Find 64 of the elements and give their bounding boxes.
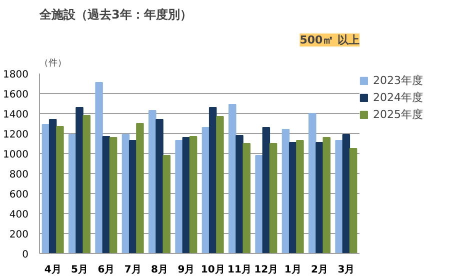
x-tick-label: 1月	[284, 264, 302, 276]
y-tick-label: 600	[9, 190, 29, 200]
bar	[208, 107, 217, 254]
y-tick-label: 200	[9, 230, 29, 240]
bar	[262, 127, 270, 254]
bar	[216, 116, 224, 254]
bar	[109, 137, 118, 254]
x-tick-label: 6月	[98, 264, 115, 276]
bar	[349, 148, 358, 254]
bar	[189, 136, 198, 254]
y-tick-label: 400	[9, 210, 29, 220]
bar	[95, 82, 103, 254]
legend-label: 2025年度	[373, 107, 423, 122]
x-tick-label: 10月	[200, 264, 225, 276]
bar	[156, 119, 164, 254]
y-tick-label: 800	[9, 170, 29, 180]
bar	[202, 127, 210, 254]
x-tick-label: 4月	[44, 264, 62, 276]
bar	[269, 143, 278, 254]
bar	[242, 143, 250, 254]
x-tick-label: 11月	[228, 264, 252, 276]
legend-label: 2023年度	[373, 73, 423, 88]
y-tick-label: 0	[22, 250, 29, 260]
x-tick-label: 9月	[178, 264, 195, 276]
bar	[76, 107, 84, 254]
bar	[102, 136, 110, 254]
y-tick-label: 1800	[3, 70, 29, 80]
y-tick-label: 1600	[3, 90, 29, 100]
y-tick-label: 1200	[3, 130, 29, 140]
bar	[288, 142, 297, 254]
bar	[182, 137, 190, 254]
y-axis-title: （件）	[40, 58, 66, 68]
x-tick-label: 5月	[71, 264, 88, 276]
bar	[255, 155, 263, 254]
chart-title: 全施設（過去3年：年度別）	[38, 8, 192, 22]
bar	[56, 126, 64, 254]
bar	[122, 134, 130, 254]
x-tick-label: 8月	[151, 264, 168, 276]
chart-subtitle: 500㎡ 以上	[300, 34, 360, 46]
x-tick-label: 12月	[254, 264, 278, 276]
bar	[42, 124, 50, 254]
x-tick-label: 2月	[311, 264, 328, 276]
bar	[296, 140, 304, 254]
bar	[228, 104, 236, 254]
bar	[308, 113, 316, 254]
bar	[282, 129, 290, 254]
bar	[162, 155, 170, 254]
y-tick-label: 1400	[3, 110, 29, 120]
bar	[322, 137, 330, 254]
x-tick-label: 7月	[124, 264, 142, 276]
bar	[316, 142, 324, 254]
bar	[236, 135, 244, 254]
bar	[342, 134, 350, 254]
legend-label: 2024年度	[373, 90, 423, 105]
bar	[148, 110, 156, 254]
bar	[68, 134, 76, 254]
y-tick-label: 1000	[3, 150, 29, 160]
bar	[82, 115, 90, 254]
bar	[136, 123, 144, 254]
x-tick-label: 3月	[338, 264, 355, 276]
bar	[128, 140, 137, 254]
bar	[335, 140, 343, 254]
bar	[48, 119, 57, 254]
bar	[175, 140, 183, 254]
